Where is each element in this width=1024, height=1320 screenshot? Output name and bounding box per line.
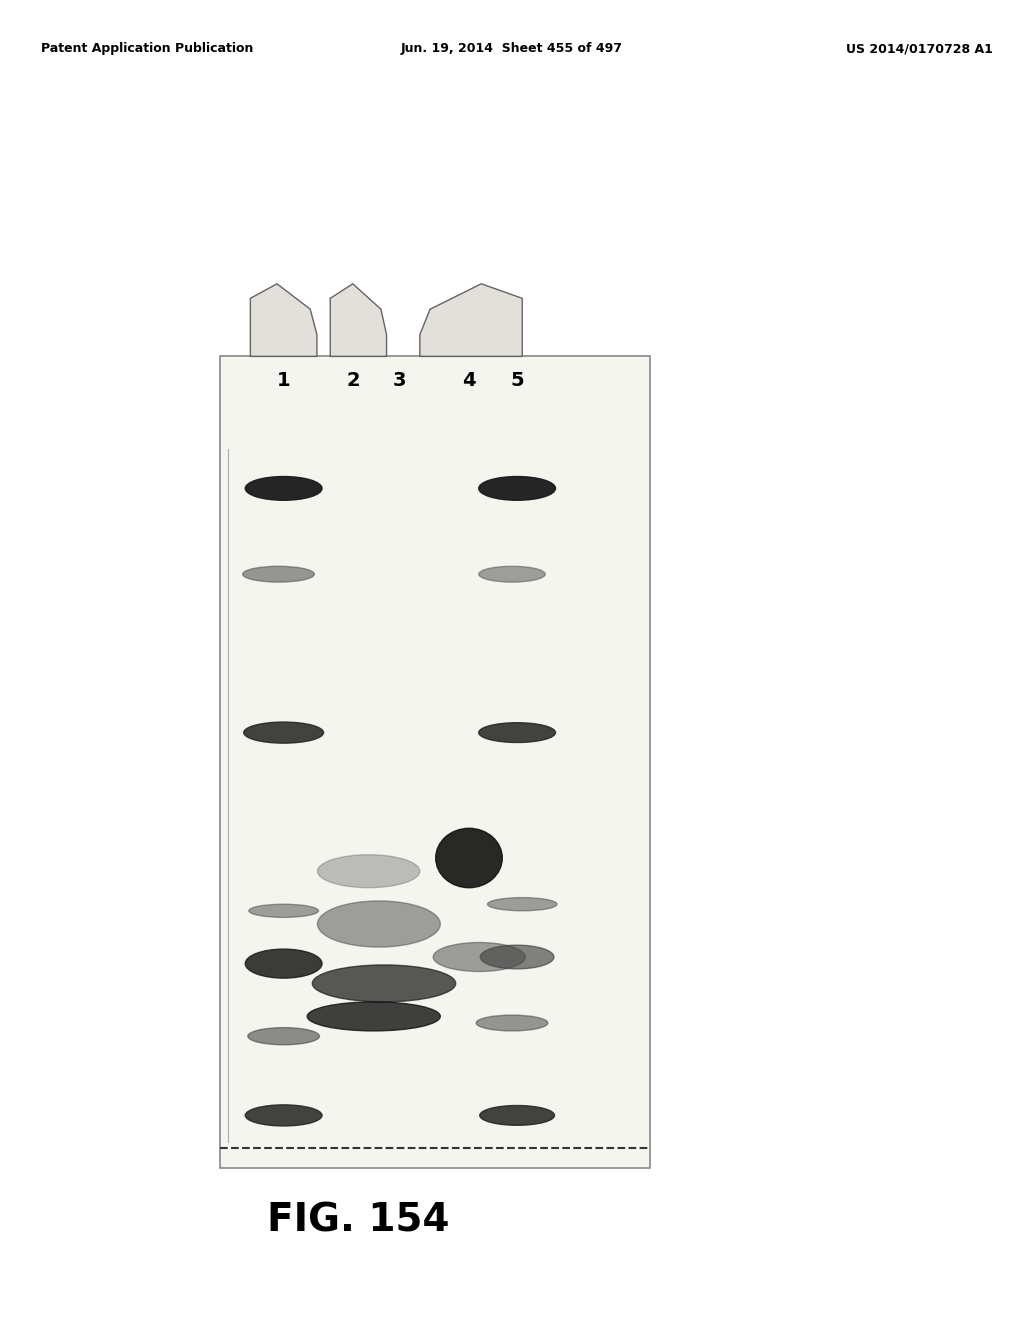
Ellipse shape (436, 829, 502, 888)
Text: Patent Application Publication: Patent Application Publication (41, 42, 253, 55)
Text: 5: 5 (510, 371, 524, 389)
Text: 4: 4 (462, 371, 476, 389)
Ellipse shape (433, 942, 525, 972)
Ellipse shape (479, 723, 555, 742)
Ellipse shape (307, 1002, 440, 1031)
Ellipse shape (479, 477, 555, 500)
Ellipse shape (479, 566, 545, 582)
Bar (220, 356, 650, 1168)
Polygon shape (251, 284, 317, 356)
Ellipse shape (480, 945, 554, 969)
Ellipse shape (312, 965, 456, 1002)
Ellipse shape (476, 1015, 548, 1031)
Ellipse shape (317, 900, 440, 948)
Ellipse shape (487, 898, 557, 911)
Polygon shape (420, 284, 522, 356)
Polygon shape (330, 284, 387, 356)
Ellipse shape (479, 1105, 555, 1125)
Text: FIG. 154: FIG. 154 (267, 1203, 450, 1239)
Ellipse shape (243, 566, 314, 582)
Text: Jun. 19, 2014  Sheet 455 of 497: Jun. 19, 2014 Sheet 455 of 497 (401, 42, 623, 55)
Ellipse shape (249, 904, 318, 917)
Text: 2: 2 (346, 371, 360, 389)
Ellipse shape (248, 1028, 319, 1045)
Text: 1: 1 (276, 371, 291, 389)
Ellipse shape (246, 1105, 322, 1126)
Ellipse shape (244, 722, 324, 743)
Text: 3: 3 (392, 371, 407, 389)
Text: US 2014/0170728 A1: US 2014/0170728 A1 (847, 42, 993, 55)
Ellipse shape (317, 855, 420, 888)
Ellipse shape (246, 949, 322, 978)
Ellipse shape (246, 477, 322, 500)
